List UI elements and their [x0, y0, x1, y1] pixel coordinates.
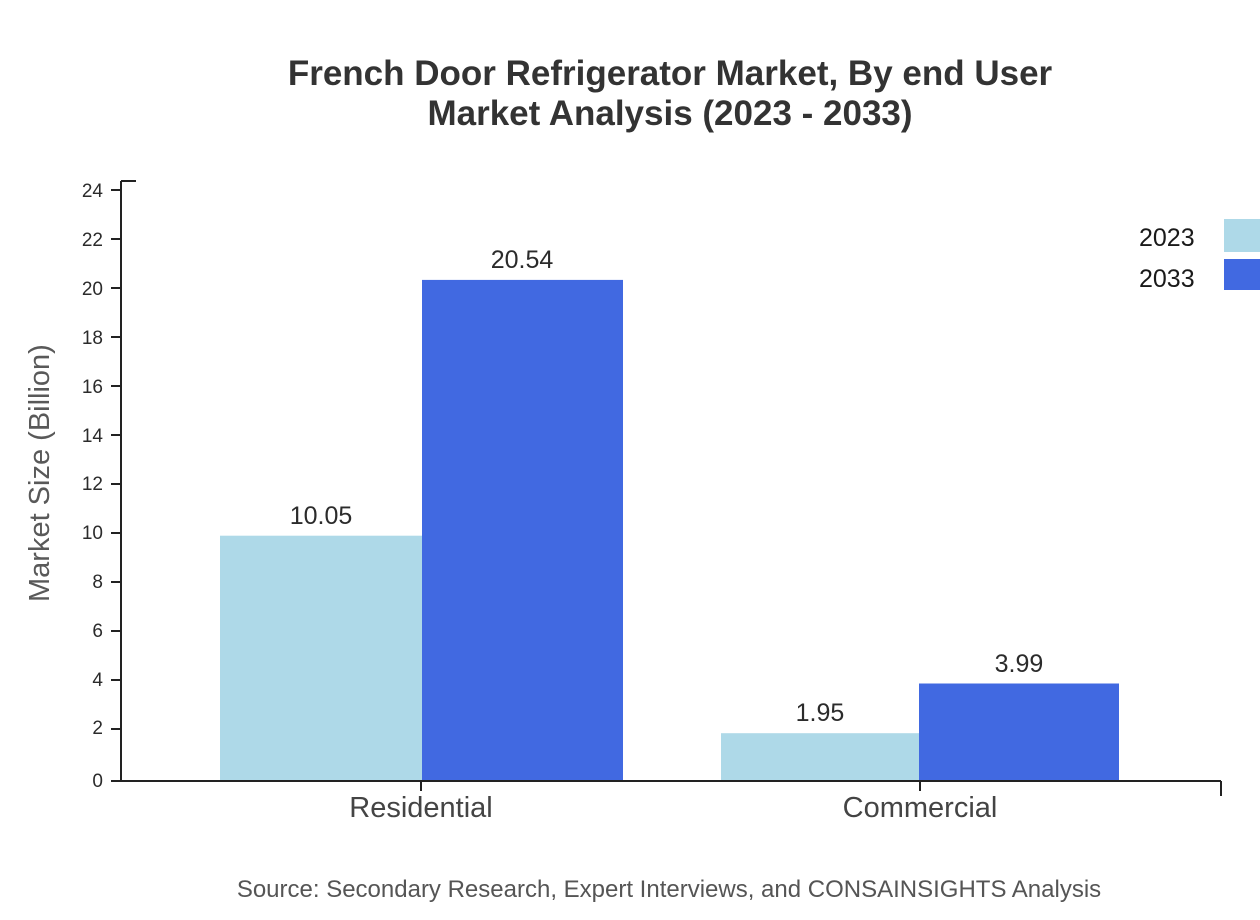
svg-text:Commercial: Commercial	[843, 792, 998, 824]
svg-text:2033: 2033	[1139, 265, 1195, 293]
svg-text:16: 16	[82, 377, 103, 398]
svg-text:24: 24	[82, 181, 104, 202]
svg-text:20.54: 20.54	[491, 246, 554, 274]
svg-text:3.99: 3.99	[995, 650, 1044, 678]
svg-text:14: 14	[82, 426, 104, 447]
svg-text:20: 20	[82, 279, 103, 300]
svg-text:1.95: 1.95	[796, 699, 845, 727]
svg-text:10: 10	[82, 523, 103, 544]
svg-text:4: 4	[92, 670, 103, 691]
svg-text:12: 12	[82, 474, 103, 495]
svg-text:Residential: Residential	[349, 792, 492, 824]
svg-text:22: 22	[82, 230, 103, 251]
svg-text:8: 8	[92, 572, 103, 593]
svg-text:2023: 2023	[1139, 224, 1195, 252]
svg-text:18: 18	[82, 328, 103, 349]
svg-text:0: 0	[92, 771, 103, 792]
svg-text:10.05: 10.05	[290, 502, 353, 530]
svg-text:6: 6	[92, 621, 103, 642]
svg-text:2: 2	[92, 718, 103, 739]
